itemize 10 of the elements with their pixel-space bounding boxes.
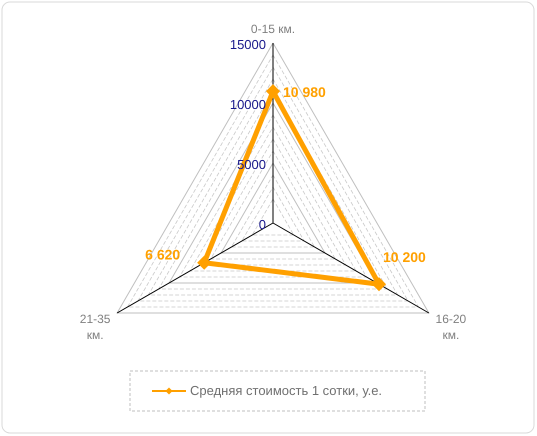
y-tick-label: 10000 [230, 97, 266, 112]
spoke-label: 16-20 км. [436, 312, 467, 342]
data-label: 6 620 [145, 246, 180, 263]
spoke-label: 0-15 км. [250, 22, 296, 36]
data-label: 10 980 [283, 84, 326, 100]
spoke-label: 21-35 км. [80, 312, 111, 342]
y-tick-label: 15000 [230, 37, 266, 52]
y-tick-label: 0 [258, 217, 266, 232]
legend-label: Средняя стоимость 1 сотки, у.е. [190, 383, 382, 398]
data-label: 10 200 [383, 249, 426, 266]
